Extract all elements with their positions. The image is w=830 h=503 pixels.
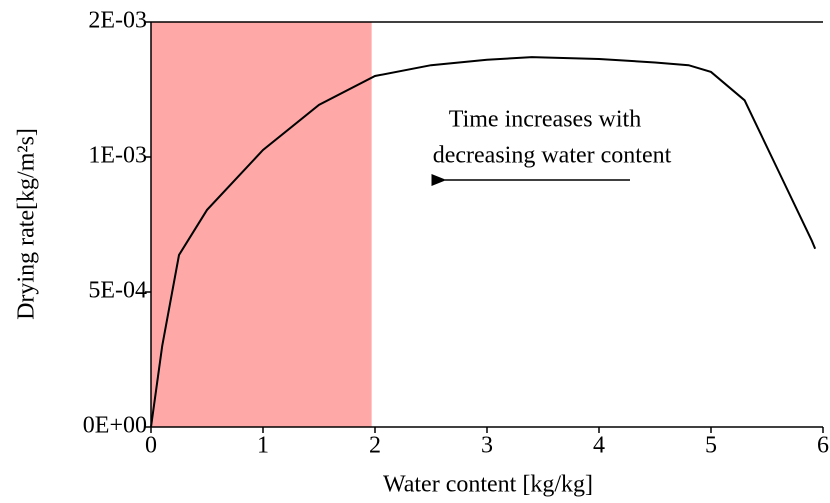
x-axis-label: Water content [kg/kg]	[383, 472, 593, 498]
x-tick-label: 1	[257, 433, 269, 459]
x-tick-label: 4	[593, 433, 605, 459]
y-tick-label: 2E-03	[88, 8, 147, 34]
annotation: Time increases with	[449, 107, 641, 133]
x-tick-label: 5	[705, 433, 717, 459]
x-tick-label: 0	[145, 433, 157, 459]
x-tick-label: 2	[369, 433, 381, 459]
annotation: decreasing water content	[433, 143, 672, 169]
x-tick-label: 6	[817, 433, 829, 459]
y-tick-label: 0E+00	[83, 413, 147, 439]
data-line	[150, 56, 817, 428]
shaded-region	[151, 22, 372, 427]
y-axis-label: Drying rate[kg/m²s]	[14, 128, 40, 320]
y-tick-label: 1E-03	[88, 143, 147, 169]
x-tick-label: 3	[481, 433, 493, 459]
y-tick-label: 5E-04	[88, 278, 147, 304]
